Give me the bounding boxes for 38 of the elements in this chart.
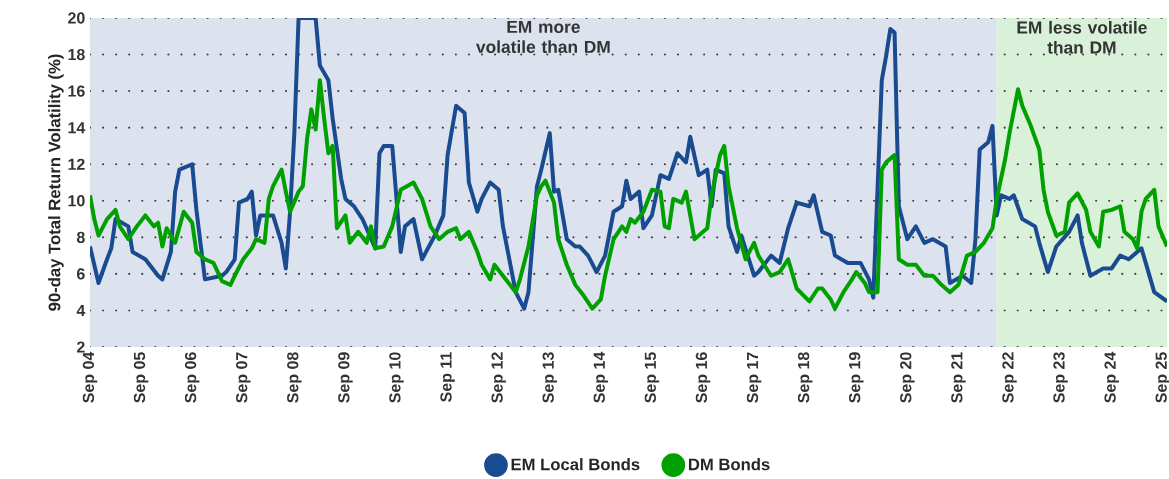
x-tick-label: Sep 15 [644, 352, 660, 403]
x-tick-label: Sep 07 [236, 352, 251, 403]
x-tick-label: Sep 19 [849, 352, 864, 403]
y-tick-label: 10 [68, 195, 85, 207]
line-series [90, 78, 1168, 311]
legend-label: EM Local Bonds [511, 458, 640, 471]
y-tick-label: 8 [76, 231, 85, 243]
x-tick-label: Sep 13 [542, 352, 558, 403]
y-tick-label: 14 [68, 122, 86, 134]
y-tick-label: 6 [76, 268, 85, 280]
x-tick-label: Sep 18 [797, 352, 813, 403]
x-tick-label: Sep 09 [338, 352, 353, 403]
x-tick-label: Sep 06 [184, 352, 200, 403]
x-tick-label: Sep 22 [1002, 352, 1017, 403]
y-tick-label: 4 [76, 304, 86, 316]
line-series [90, 18, 1168, 311]
band-label: EM less volatile than DM [1017, 20, 1147, 54]
x-tick-label: Sep 05 [133, 352, 149, 403]
band-label: EM more volatile than DM [476, 20, 610, 54]
y-tick-label: 2 [76, 341, 85, 353]
legend-label: DM Bonds [688, 458, 770, 471]
y-tick-label: 12 [68, 158, 85, 170]
y-tick-label: 16 [68, 85, 85, 97]
x-tick-label: Sep 11 [440, 352, 455, 402]
x-tick-label: Sep 21 [951, 352, 966, 403]
x-tick-label: Sep 14 [593, 351, 609, 403]
x-tick-label: Sep 04 [82, 351, 98, 403]
y-tick-label: 18 [68, 48, 85, 61]
x-tick-label: Sep 24 [1104, 351, 1119, 403]
y-tick-label: 20 [68, 12, 85, 24]
y-axis-title: 90-day Total Return Volatility (%) [48, 54, 64, 311]
x-tick-label: Sep 08 [287, 352, 302, 403]
x-tick-label: Sep 23 [1053, 352, 1068, 403]
x-tick-label: Sep 20 [900, 352, 915, 403]
x-tick-label: Sep 16 [695, 352, 711, 403]
x-tick-label: Sep 12 [491, 352, 506, 403]
x-tick-label: Sep 10 [389, 352, 404, 403]
x-tick-label: Sep 17 [746, 352, 762, 403]
